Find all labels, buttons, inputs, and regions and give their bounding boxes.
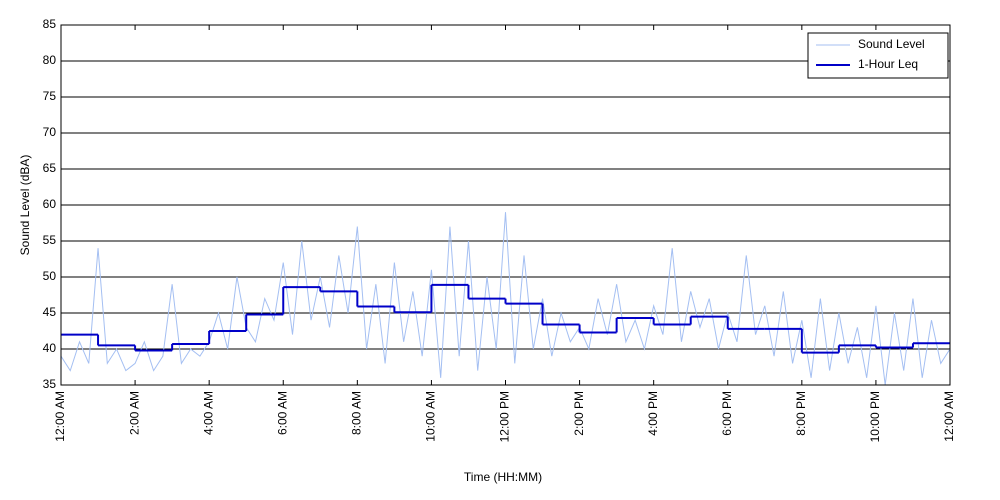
y-tick-label: 70 bbox=[43, 125, 57, 139]
x-tick-label: 8:00 PM bbox=[794, 391, 808, 436]
x-tick-label: 2:00 AM bbox=[127, 391, 141, 435]
y-tick-label: 65 bbox=[43, 161, 57, 175]
x-tick-label: 10:00 PM bbox=[868, 391, 882, 442]
y-tick-label: 40 bbox=[43, 341, 57, 355]
legend-box bbox=[807, 32, 949, 79]
x-tick-label: 12:00 AM bbox=[942, 391, 956, 442]
x-tick-label: 12:00 PM bbox=[498, 391, 512, 442]
y-tick-label: 80 bbox=[43, 53, 57, 67]
y-tick-label: 45 bbox=[43, 305, 57, 319]
y-tick-label: 55 bbox=[43, 233, 57, 247]
y-axis-label: Sound Level (dBA) bbox=[18, 155, 32, 256]
y-tick-label: 50 bbox=[43, 269, 57, 283]
x-tick-label: 4:00 AM bbox=[201, 391, 215, 435]
y-tick-label: 75 bbox=[43, 89, 57, 103]
legend-label: Sound Level bbox=[858, 37, 925, 51]
x-tick-label: 8:00 AM bbox=[350, 391, 364, 435]
y-tick-label: 35 bbox=[43, 377, 57, 391]
y-tick-label: 85 bbox=[43, 17, 57, 31]
x-tick-label: 6:00 AM bbox=[275, 391, 289, 435]
x-axis-label: Time (HH:MM) bbox=[464, 470, 542, 484]
x-tick-label: 2:00 PM bbox=[572, 391, 586, 436]
legend-label: 1-Hour Leq bbox=[858, 57, 918, 71]
x-tick-label: 12:00 AM bbox=[53, 391, 67, 442]
x-tick-label: 4:00 PM bbox=[646, 391, 660, 436]
plot-frame bbox=[60, 24, 951, 386]
y-tick-label: 60 bbox=[43, 197, 57, 211]
x-tick-label: 10:00 AM bbox=[424, 391, 438, 442]
x-tick-label: 6:00 PM bbox=[720, 391, 734, 436]
